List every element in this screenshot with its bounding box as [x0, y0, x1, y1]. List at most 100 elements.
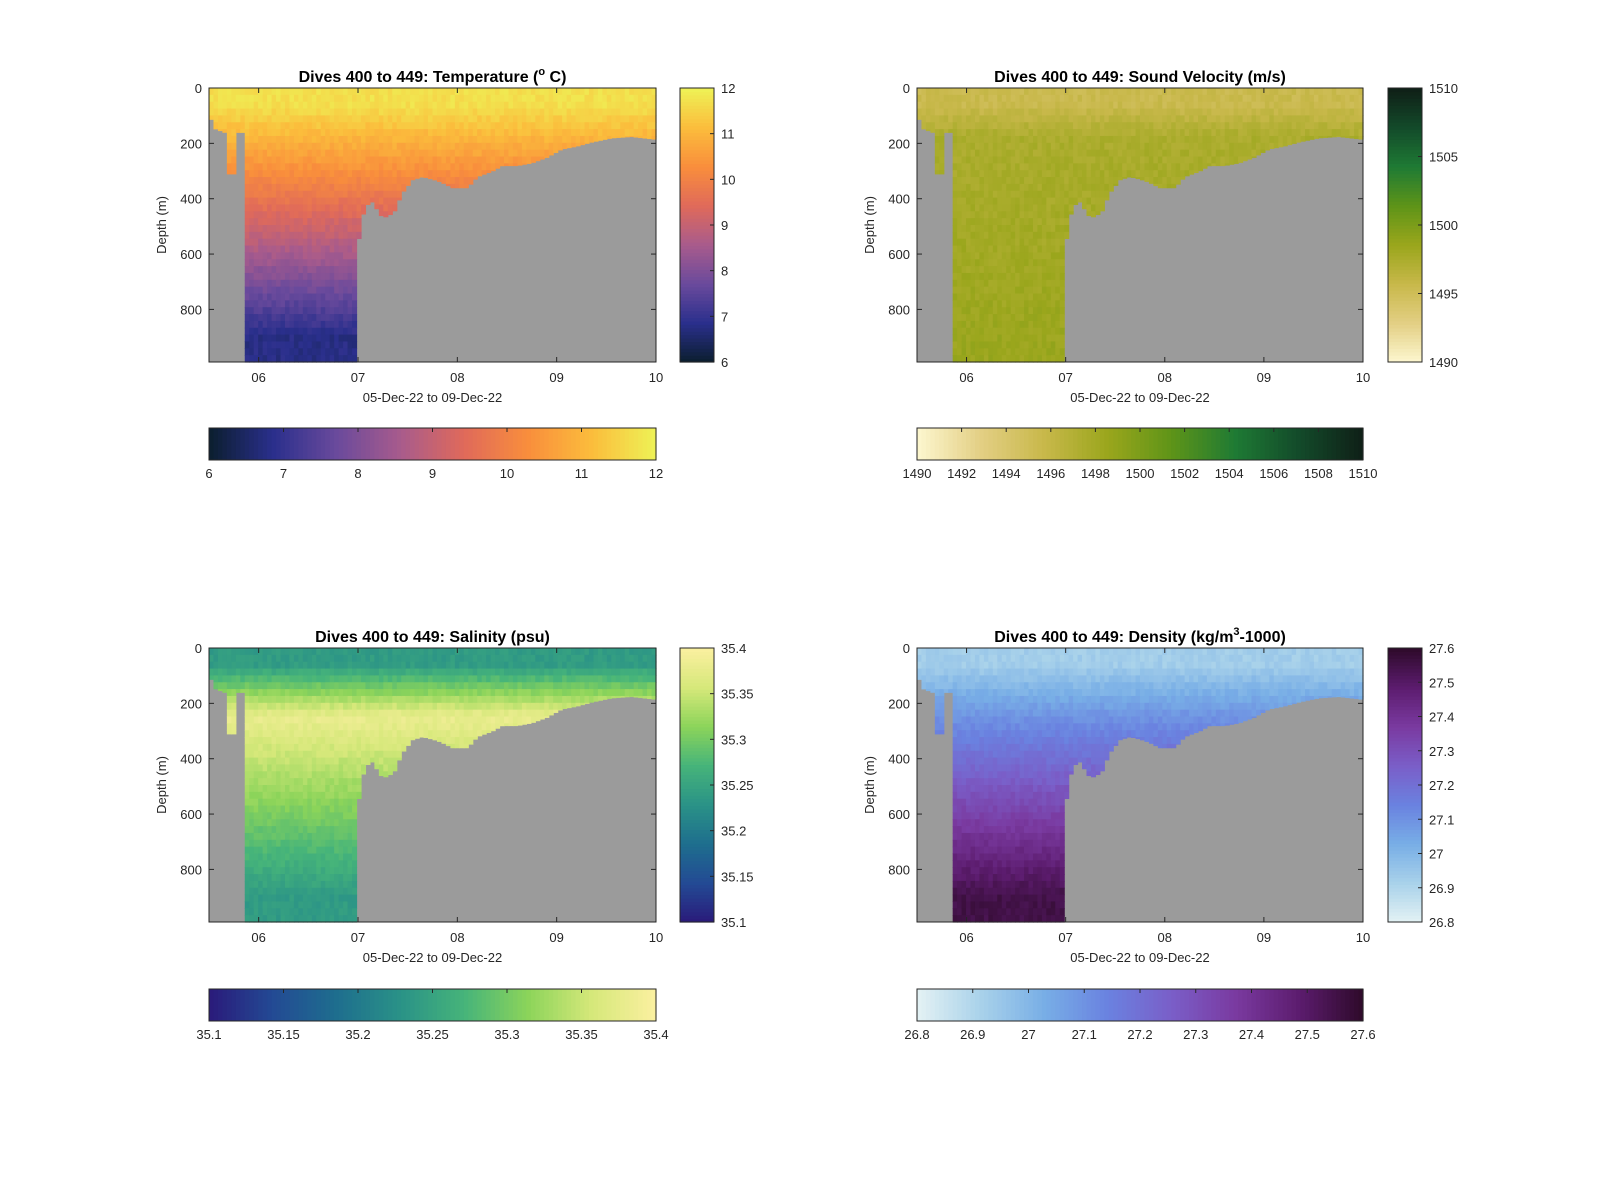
heatmap-cell: [338, 211, 344, 219]
heatmap-cell: [240, 675, 246, 683]
heatmap-cell: [1349, 129, 1355, 137]
heatmap-cell: [1086, 94, 1092, 103]
heatmap-cell: [1358, 129, 1364, 137]
heatmap-cell: [441, 101, 447, 110]
heatmap-cell: [293, 266, 299, 274]
heatmap-cell: [1028, 334, 1034, 343]
heatmap-cell: [992, 101, 998, 110]
heatmap-cell: [566, 94, 572, 103]
heatmap-cell: [249, 115, 255, 123]
heatmap-cell: [1037, 327, 1043, 336]
heatmap-cell: [468, 163, 474, 171]
heatmap-cell: [1050, 218, 1056, 226]
heatmap-cell: [1010, 197, 1016, 206]
heatmap-cell: [280, 757, 286, 766]
heatmap-cell: [1264, 149, 1270, 151]
heatmap-cell: [992, 149, 998, 158]
heatmap-cell: [249, 750, 255, 759]
heatmap-cell: [992, 286, 998, 295]
heatmap-cell: [979, 129, 985, 137]
heatmap-cell: [1010, 293, 1016, 301]
heatmap-cell: [638, 135, 644, 139]
heatmap-cell: [495, 115, 501, 123]
heatmap-cell: [419, 115, 425, 123]
heatmap-cell: [276, 142, 282, 151]
heatmap-cell: [1050, 341, 1056, 349]
heatmap-cell: [1001, 101, 1007, 110]
heatmap-cell: [347, 314, 353, 322]
heatmap-cell: [334, 238, 340, 247]
heatmap-cell: [1090, 101, 1096, 110]
heatmap-cell: [307, 860, 313, 868]
heatmap-cell: [1349, 135, 1355, 139]
heatmap-cell: [1126, 122, 1132, 130]
heatmap-cell: [325, 252, 331, 260]
heatmap-cell: [410, 135, 416, 144]
heatmap-cell: [1157, 149, 1163, 158]
heatmap-cell: [1175, 122, 1181, 130]
heatmap-cell: [477, 163, 483, 171]
heatmap-cell: [347, 197, 353, 206]
heatmap-cell: [253, 314, 259, 322]
colorbar-swatch: [1269, 428, 1275, 460]
heatmap-cell: [267, 730, 273, 738]
heatmap-cell: [226, 115, 232, 123]
heatmap-cell: [244, 846, 250, 855]
heatmap-cell: [338, 108, 344, 116]
heatmap-cell: [620, 122, 626, 130]
colorbar-tick-label: 10: [721, 172, 735, 187]
heatmap-cell: [262, 778, 268, 786]
heatmap-cell: [1024, 238, 1030, 247]
heatmap-cell: [311, 853, 317, 861]
heatmap-cell: [1117, 177, 1123, 181]
heatmap-cell: [307, 867, 313, 875]
heatmap-cell: [284, 661, 291, 670]
heatmap-cell: [1032, 190, 1039, 199]
heatmap-cell: [544, 135, 550, 144]
heatmap-cell: [961, 300, 967, 308]
heatmap-cell: [258, 101, 264, 110]
heatmap-cell: [1264, 101, 1270, 110]
heatmap-cell: [1144, 170, 1150, 178]
heatmap-cell: [1059, 190, 1065, 199]
heatmap-cell: [1131, 177, 1137, 178]
heatmap-cell: [512, 129, 519, 137]
heatmap-cell: [396, 94, 402, 103]
heatmap-cell: [284, 211, 291, 219]
heatmap-cell: [284, 798, 291, 807]
heatmap-cell: [307, 177, 313, 185]
heatmap-cell: [383, 115, 389, 123]
heatmap-cell: [1180, 108, 1186, 116]
heatmap-cell: [249, 682, 255, 690]
heatmap-cell: [1082, 101, 1088, 110]
heatmap-cell: [961, 163, 967, 171]
heatmap-cell: [1015, 149, 1021, 158]
heatmap-cell: [320, 341, 326, 349]
heatmap-cell: [213, 675, 219, 683]
heatmap-cell: [298, 320, 304, 329]
heatmap-cell: [253, 341, 259, 349]
heatmap-cell: [365, 177, 371, 185]
heatmap-cell: [934, 108, 940, 116]
heatmap-cell: [298, 108, 304, 116]
heatmap-cell: [495, 163, 501, 169]
heatmap-cell: [311, 170, 317, 178]
heatmap-cell: [997, 218, 1003, 226]
heatmap-cell: [1273, 88, 1279, 96]
heatmap-cell: [477, 156, 483, 164]
heatmap-cell: [280, 314, 286, 322]
heatmap-cell: [1082, 129, 1088, 137]
heatmap-cell: [504, 163, 510, 167]
heatmap-cell: [258, 716, 264, 724]
heatmap-cell: [329, 190, 335, 199]
heatmap-cell: [423, 94, 429, 103]
heatmap-cell: [952, 348, 958, 356]
heatmap-cell: [307, 238, 313, 247]
heatmap-cell: [1028, 266, 1034, 274]
heatmap-cell: [1010, 88, 1016, 96]
heatmap-cell: [289, 238, 295, 247]
colorbar-swatch: [997, 428, 1003, 460]
heatmap-cell: [539, 156, 545, 160]
heatmap-cell: [983, 156, 989, 164]
heatmap-cell: [253, 122, 259, 130]
